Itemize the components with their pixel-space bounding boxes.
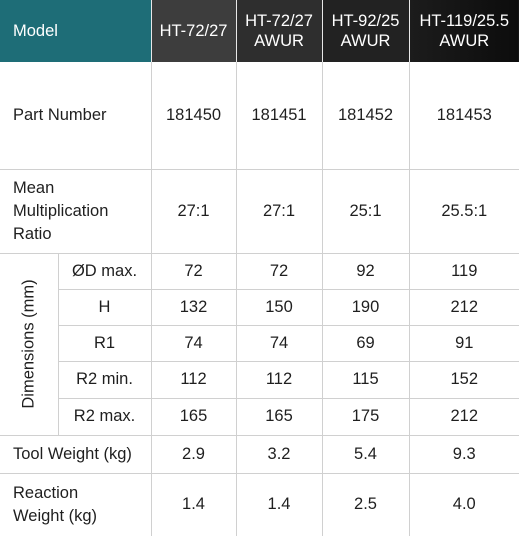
table-cell: 212 bbox=[408, 397, 519, 435]
part-number-row: Part Number 181450 181451 181452 181453 bbox=[0, 62, 519, 169]
table-cell: 112 bbox=[150, 360, 237, 398]
table-cell: 25:1 bbox=[321, 168, 410, 253]
table-cell: 181450 bbox=[150, 62, 237, 169]
reaction-weight-row: Reaction Weight (kg) 1.4 1.4 2.5 4.0 bbox=[0, 472, 519, 536]
table-cell: 4.0 bbox=[408, 472, 519, 536]
table-cell: 27:1 bbox=[235, 168, 323, 253]
table-cell: 181451 bbox=[235, 62, 323, 169]
table-cell: 112 bbox=[235, 360, 323, 398]
row-label: Tool Weight (kg) bbox=[0, 434, 152, 473]
row-label: Reaction Weight (kg) bbox=[0, 472, 152, 536]
model-column-header: HT-72/27 AWUR bbox=[235, 0, 323, 62]
table-cell: 74 bbox=[235, 324, 323, 361]
table-cell: 25.5:1 bbox=[408, 168, 519, 253]
dimension-label: ØD max. bbox=[58, 252, 152, 289]
dimension-row: R1 74 74 69 91 bbox=[0, 324, 519, 361]
header-row: Model HT-72/27 HT-72/27 AWUR HT-92/25 AW… bbox=[0, 0, 519, 62]
dimension-row: H 132 150 190 212 bbox=[0, 288, 519, 325]
dimension-label: H bbox=[58, 288, 152, 325]
table-cell: 2.9 bbox=[150, 434, 237, 473]
table-cell: 181453 bbox=[408, 62, 519, 169]
table-cell: 27:1 bbox=[150, 168, 237, 253]
dimension-label: R2 max. bbox=[58, 397, 152, 435]
table-cell: 2.5 bbox=[321, 472, 410, 536]
table-cell: 9.3 bbox=[408, 434, 519, 473]
tool-weight-row: Tool Weight (kg) 2.9 3.2 5.4 9.3 bbox=[0, 434, 519, 473]
table-cell: 1.4 bbox=[150, 472, 237, 536]
table-cell: 74 bbox=[150, 324, 237, 361]
model-header: Model bbox=[0, 0, 152, 62]
table-cell: 150 bbox=[235, 288, 323, 325]
dimensions-label-text: Dimensions (mm) bbox=[19, 279, 38, 409]
table-cell: 190 bbox=[321, 288, 410, 325]
table-cell: 165 bbox=[150, 397, 237, 435]
dimension-row: R2 min. 112 112 115 152 bbox=[0, 360, 519, 398]
model-column-header: HT-119/25.5 AWUR bbox=[408, 0, 519, 62]
table-cell: 132 bbox=[150, 288, 237, 325]
dimension-label: R1 bbox=[58, 324, 152, 361]
table-cell: 92 bbox=[321, 252, 410, 289]
model-column-header: HT-92/25 AWUR bbox=[321, 0, 410, 62]
row-label: Mean Multiplication Ratio bbox=[0, 168, 152, 253]
table-cell: 91 bbox=[408, 324, 519, 361]
table-cell: 152 bbox=[408, 360, 519, 398]
table-cell: 5.4 bbox=[321, 434, 410, 473]
ratio-row: Mean Multiplication Ratio 27:1 27:1 25:1… bbox=[0, 168, 519, 253]
row-label: Part Number bbox=[13, 105, 107, 124]
table-cell: 165 bbox=[235, 397, 323, 435]
table-cell: 212 bbox=[408, 288, 519, 325]
table-cell: 72 bbox=[235, 252, 323, 289]
dimension-label: R2 min. bbox=[58, 360, 152, 398]
dimension-row: R2 max. 165 165 175 212 bbox=[0, 397, 519, 435]
table-cell: 181452 bbox=[321, 62, 410, 169]
table-cell: 119 bbox=[408, 252, 519, 289]
dimensions-group-label: Dimensions (mm) bbox=[0, 252, 59, 435]
table-cell: 175 bbox=[321, 397, 410, 435]
table-cell: 3.2 bbox=[235, 434, 323, 473]
table-cell: 69 bbox=[321, 324, 410, 361]
dimension-row: Dimensions (mm) ØD max. 72 72 92 119 bbox=[0, 252, 519, 435]
table-cell: 72 bbox=[150, 252, 237, 289]
table-cell: 115 bbox=[321, 360, 410, 398]
table-cell: 1.4 bbox=[235, 472, 323, 536]
model-column-header: HT-72/27 bbox=[150, 0, 237, 62]
